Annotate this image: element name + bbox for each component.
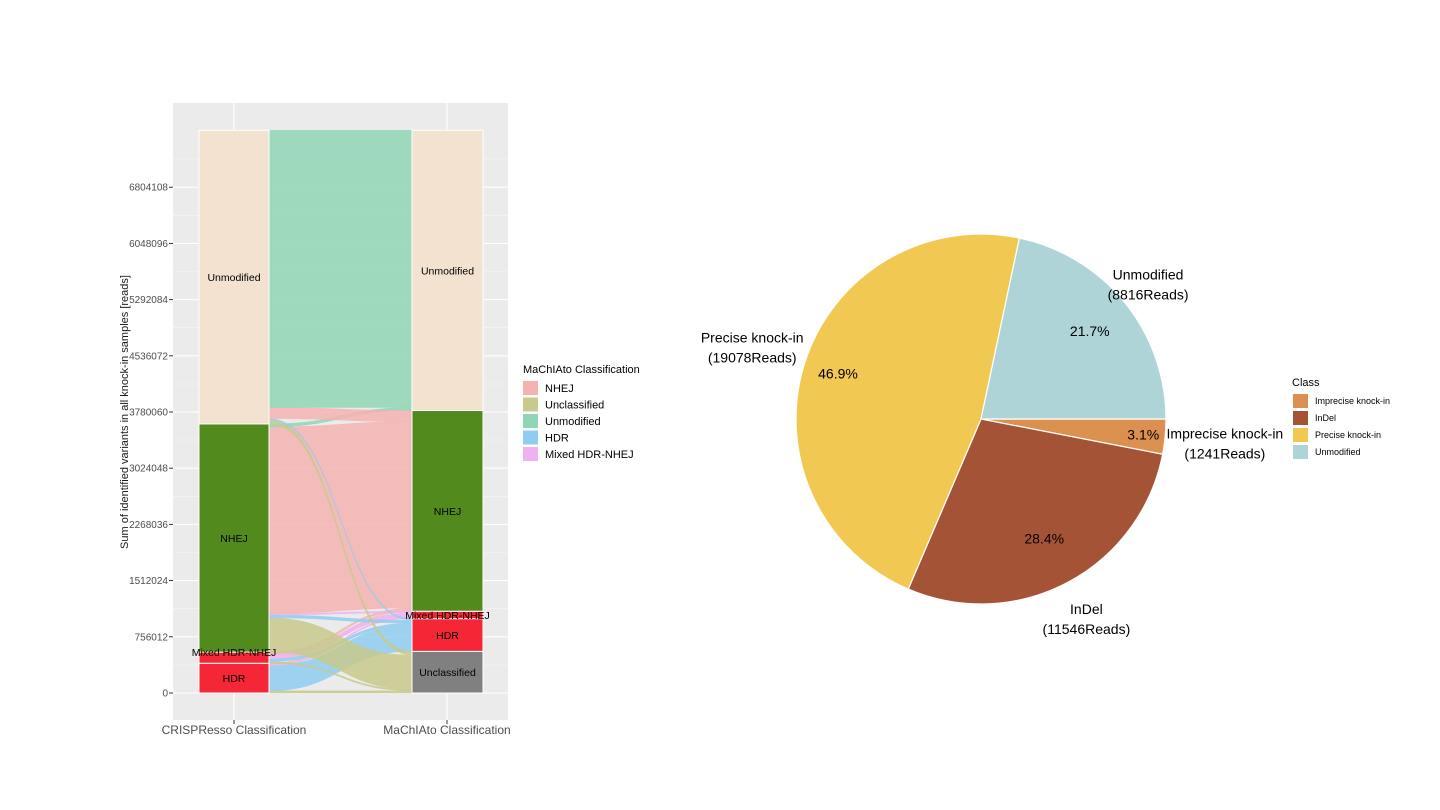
strata: HDR Mixed HDR-NHEJ NHEJ Unmodified Unclassif… [192, 129, 490, 694]
pie-label-unmodified: Unmodified [1113, 267, 1184, 283]
left-stratum-label-hdr: HDR [223, 673, 246, 685]
pie-outer-labels: Imprecise knock-in (1241Reads) InDel (11546… [701, 267, 1283, 637]
left-stratum-label-nhej: NHEJ [220, 533, 247, 545]
right-stratum-label-mixed-hdr-nhej: Mixed HDR-NHEJ [405, 610, 490, 622]
y-tick-label: 1512024 [129, 576, 168, 587]
right-stratum-label-nhej: NHEJ [434, 506, 461, 518]
pie-legend-key-unmodified [1293, 445, 1308, 459]
right-stratum-unmodified [411, 129, 484, 412]
pie-legend-label-indel: InDel [1315, 413, 1336, 423]
pie-legend-title: Class [1292, 377, 1320, 389]
right-stratum-nhej [411, 410, 484, 612]
y-tick-label: 6804108 [129, 183, 168, 194]
alluvial-legend-label-unmodified: Unmodified [545, 416, 601, 428]
y-tick-label: 3024048 [129, 464, 168, 475]
pie-chart: 3.1% 28.4% 46.9% 21.7% Imprecise knock-in (1… [701, 233, 1390, 637]
alluvial-legend-label-mixed-hdr-nhej: Mixed HDR-NHEJ [545, 449, 634, 461]
pie-percent-labels: 3.1% 28.4% 46.9% 21.7% [818, 323, 1159, 546]
right-stratum-label-unclassified: Unclassified [419, 667, 476, 679]
flow-unmodified-to-unmodified [268, 130, 413, 408]
pie-slices [795, 233, 1167, 605]
pie-legend-label-imprecise-knock-in: Imprecise knock-in [1315, 396, 1390, 406]
pie-slice-indel [907, 418, 1164, 605]
alluvial-legend-key-unmodified [523, 414, 538, 428]
x-tick-label-machiato: MaChIAto Classification [383, 723, 510, 737]
y-tick-label: 0 [162, 689, 168, 700]
y-tick-label: 4536072 [129, 351, 168, 362]
y-tick-label: 756012 [135, 632, 169, 643]
alluvial-legend-key-unclassified [523, 397, 538, 412]
pie-reads-precise-knock-in: (19078Reads) [708, 350, 797, 366]
left-stratum-nhej [198, 423, 270, 653]
y-tick-label: 6048096 [129, 239, 168, 250]
y-tick-label: 3780060 [129, 408, 168, 419]
pie-slice-precise-knock-in [795, 233, 1021, 590]
pie-label-imprecise-knock-in: Imprecise knock-in [1167, 425, 1284, 441]
pie-reads-imprecise-knock-in: (1241Reads) [1184, 445, 1265, 461]
right-stratum-unclassified [411, 650, 484, 694]
pie-percent-precise-knock-in: 46.9% [818, 366, 858, 382]
alluvial-legend-label-nhej: NHEJ [545, 383, 574, 395]
pie-label-precise-knock-in: Precise knock-in [701, 330, 804, 346]
alluvial-legend-title: MaChIAto Classification [523, 364, 640, 376]
pie-reads-indel: (11546Reads) [1043, 621, 1131, 637]
alluvial-legend-label-unclassified: Unclassified [545, 400, 604, 412]
pie-legend: Class Imprecise knock-in InDel Precise kno… [1292, 377, 1390, 459]
y-axis-title: Sum of identified variants in all knock-… [119, 275, 131, 549]
alluvial-legend-label-hdr: HDR [545, 433, 569, 445]
flow-hdr-to-unclassified [268, 690, 413, 694]
alluvial-legend-key-mixed-hdr-nhej [523, 447, 538, 461]
pie-legend-label-precise-knock-in: Precise knock-in [1315, 430, 1381, 440]
x-axis: CRISPResso Classification MaChIAto Class… [162, 720, 511, 737]
left-stratum-label-mixed-hdr-nhej: Mixed HDR-NHEJ [192, 647, 277, 659]
left-stratum-hdr [198, 662, 270, 694]
right-stratum-hdr [411, 618, 484, 652]
pie-percent-unmodified: 21.7% [1070, 323, 1110, 339]
pie-reads-unmodified: (8816Reads) [1108, 287, 1189, 303]
pie-percent-indel: 28.4% [1024, 530, 1064, 546]
left-stratum-unmodified [198, 129, 270, 425]
right-stratum-label-hdr: HDR [436, 630, 459, 642]
alluvial-legend: MaChIAto Classification NHEJ Unclassified… [523, 364, 640, 461]
pie-label-indel: InDel [1070, 601, 1103, 617]
right-stratum-label-unmodified: Unmodified [421, 265, 474, 277]
y-tick-label: 5292084 [129, 295, 168, 306]
alluvial-legend-key-hdr [523, 430, 538, 445]
alluvial-chart: HDR Mixed HDR-NHEJ NHEJ Unmodified Unclassif… [119, 103, 640, 737]
pie-legend-key-imprecise-knock-in [1293, 394, 1308, 408]
pie-legend-key-indel [1293, 411, 1308, 425]
flow-nhej-to-nhej [268, 421, 413, 614]
flows [268, 130, 413, 694]
x-tick-label-crispresso: CRISPResso Classification [162, 723, 307, 737]
pie-legend-key-precise-knock-in [1293, 428, 1308, 442]
left-stratum-label-unmodified: Unmodified [207, 272, 260, 284]
pie-legend-label-unmodified: Unmodified [1315, 447, 1361, 457]
alluvial-legend-key-nhej [523, 381, 538, 395]
y-tick-label: 2268036 [129, 520, 168, 531]
y-ticks: 0 756012 1512024 2268036 3024048 3780060 45360… [129, 183, 173, 700]
pie-percent-imprecise-knock-in: 3.1% [1127, 427, 1159, 443]
pie-slice-unmodified [980, 237, 1167, 420]
